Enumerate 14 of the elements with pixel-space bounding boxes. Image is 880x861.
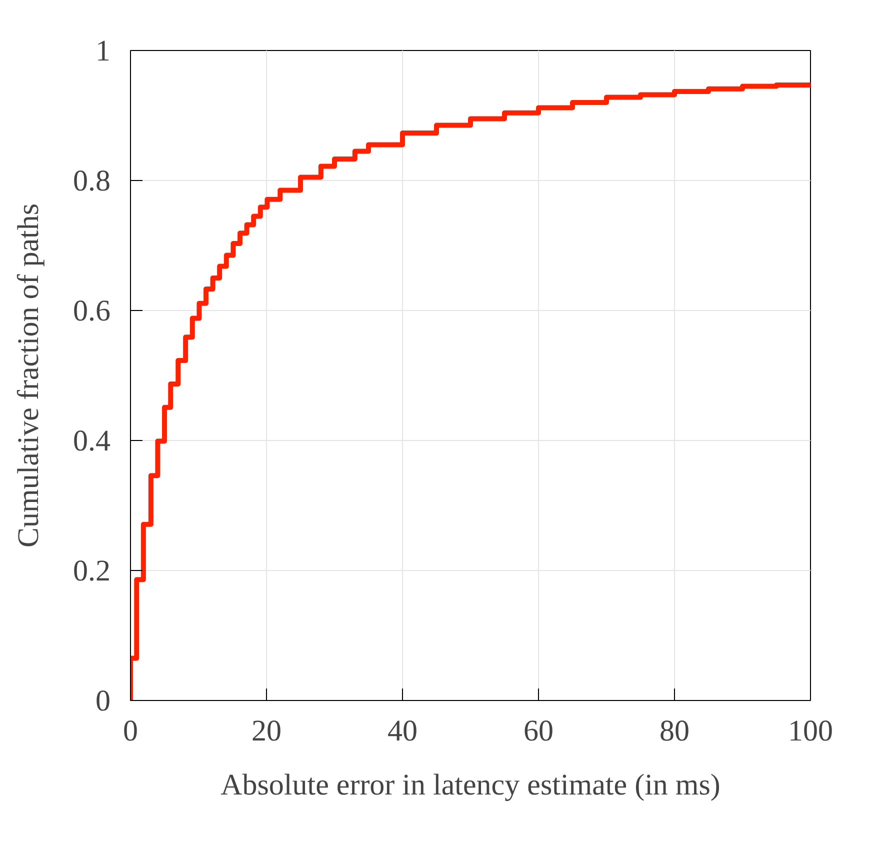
- x-tick-label: 0: [123, 714, 138, 748]
- x-tick-label: 40: [388, 714, 418, 748]
- x-tick-label: 100: [788, 714, 833, 748]
- y-tick-label: 0.8: [73, 164, 110, 198]
- y-tick-label: 0.6: [73, 294, 110, 328]
- x-tick-label: 60: [524, 714, 554, 748]
- x-axis-title: Absolute error in latency estimate (in ms): [220, 768, 720, 802]
- y-tick-label: 1: [96, 34, 110, 68]
- y-axis-title: Cumulative fraction of paths: [12, 203, 45, 548]
- x-tick-label: 80: [660, 714, 690, 748]
- y-tick-label: 0.2: [73, 554, 110, 588]
- x-tick-label: 20: [252, 714, 282, 748]
- y-tick-label: 0.4: [73, 424, 110, 458]
- y-tick-label: 0: [96, 684, 110, 718]
